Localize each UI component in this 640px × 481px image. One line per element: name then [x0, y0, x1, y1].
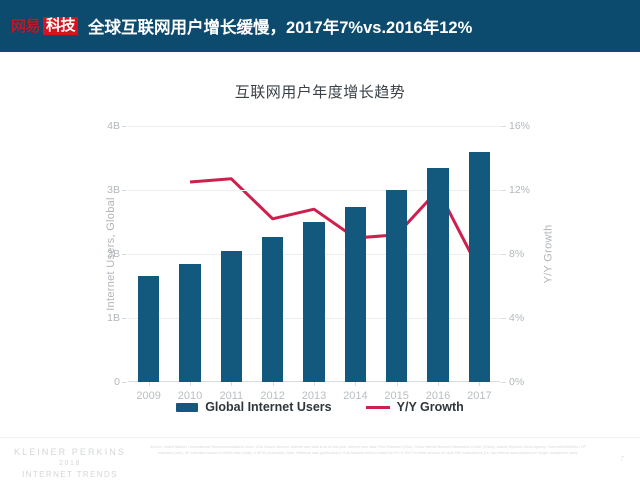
tick-mark-right — [501, 190, 506, 191]
y-axis-tick-right: 12% — [509, 184, 531, 196]
logo-badge-text: 科技 — [43, 17, 79, 35]
bar-2010 — [179, 263, 201, 382]
line-swatch-icon — [365, 405, 390, 409]
y-axis-tick-left: 3B — [107, 184, 120, 196]
source-note: Source: United Nations / International T… — [150, 445, 586, 456]
bar-2009 — [137, 276, 160, 382]
brand-report: INTERNET TRENDS — [22, 470, 118, 480]
y-axis-tick-right: 16% — [509, 120, 531, 132]
x-tick-mark — [479, 382, 481, 386]
tick-mark-right — [501, 126, 506, 127]
logo-primary-text: 网易 — [11, 16, 41, 35]
legend-label: Global Internet Users — [205, 400, 332, 414]
x-tick-mark — [190, 382, 191, 386]
y-axis-label-right: Y/Y Growth — [542, 224, 555, 284]
footer: KLEINER PERKINS 2018 INTERNET TRENDS Sou… — [0, 437, 640, 481]
x-axis-tick-2013: 2013 — [301, 390, 327, 402]
bar-2015 — [385, 190, 408, 382]
plot-area: Internet Users, Global Y/Y Growth 0 1B 2B 3… — [105, 120, 555, 402]
chart-title: 互联网用户年度增长趋势 — [234, 84, 406, 101]
x-tick-mark — [438, 382, 439, 386]
x-tick-mark — [272, 382, 274, 386]
y-axis-tick-right: 4% — [509, 312, 525, 324]
y-axis-tick-right: 8% — [509, 248, 525, 260]
tick-mark-left — [122, 126, 127, 127]
header-banner: 网易 科技 全球互联网用户增长缓慢，2017年7%vs.2016年12% — [0, 0, 640, 52]
legend-item-yy-growth: Y/Y Growth — [365, 400, 464, 414]
page-number: 7 — [620, 456, 624, 463]
brand-name: KLEINER PERKINS — [13, 447, 127, 457]
x-axis-tick-2016: 2016 — [425, 390, 451, 402]
tick-mark-right — [501, 382, 506, 383]
x-tick-mark — [231, 382, 233, 386]
tick-mark-left — [122, 318, 127, 319]
x-tick-mark — [396, 382, 398, 386]
tick-mark-right — [501, 318, 506, 319]
tick-mark-left — [122, 254, 127, 255]
x-axis-tick-2014: 2014 — [343, 390, 368, 402]
bar-swatch-icon — [176, 402, 199, 412]
y-axis-tick-left: 0 — [114, 376, 120, 388]
legend-label: Y/Y Growth — [396, 400, 464, 414]
page-title: 全球互联网用户增长缓慢，2017年7%vs.2016年12% — [88, 19, 473, 37]
y-axis-tick-left: 4B — [107, 120, 120, 132]
x-axis-tick-2011: 2011 — [219, 390, 244, 402]
netease-tech-logo: 网易 科技 — [11, 16, 79, 35]
kleiner-perkins-logo: KLEINER PERKINS 2018 INTERNET TRENDS — [10, 446, 130, 481]
bar-2017 — [468, 151, 491, 382]
x-axis-tick-2012: 2012 — [260, 390, 285, 402]
bar-2016 — [427, 167, 449, 382]
bar-2011 — [220, 250, 243, 382]
x-axis-tick-2009: 2009 — [136, 390, 161, 402]
legend-item-global-internet-users: Global Internet Users — [176, 400, 332, 414]
bar-2014 — [344, 207, 367, 382]
x-axis-tick-2015: 2015 — [384, 390, 409, 402]
brand-year: 2018 — [59, 460, 81, 468]
x-tick-mark — [314, 382, 315, 386]
y-axis-tick-left: 2B — [107, 248, 120, 260]
chart-card: 互联网用户年度增长趋势 Internet Users, Global Y/Y G… — [0, 52, 640, 437]
y-axis-tick-right: 0% — [509, 376, 525, 388]
x-tick-mark — [148, 382, 150, 386]
tick-mark-left — [122, 382, 127, 383]
chart-legend: Global Internet Users Y/Y Growth — [0, 400, 640, 414]
x-axis-tick-2017: 2017 — [467, 390, 492, 402]
tick-mark-left — [122, 190, 127, 191]
bar-2012 — [261, 236, 284, 382]
y-axis-tick-left: 1B — [107, 312, 120, 324]
x-tick-mark — [355, 382, 357, 386]
gridline — [128, 190, 500, 191]
x-axis-tick-2010: 2010 — [177, 390, 203, 402]
tick-mark-right — [501, 254, 506, 255]
bar-2013 — [303, 222, 325, 382]
gridline — [128, 126, 500, 127]
